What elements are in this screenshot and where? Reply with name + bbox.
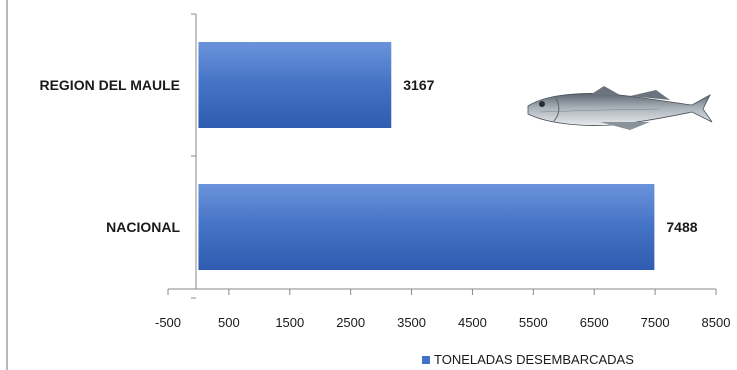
- x-tick-label: 500: [218, 315, 240, 330]
- data-label: 3167: [403, 77, 434, 93]
- category-label: REGION DEL MAULE: [39, 77, 180, 93]
- data-label: 7488: [666, 219, 697, 235]
- bar: [198, 42, 392, 128]
- x-tick-label: 3500: [397, 315, 426, 330]
- x-tick-label: 4500: [458, 315, 487, 330]
- x-tick-label: -500: [155, 315, 181, 330]
- category-label: NACIONAL: [106, 219, 180, 235]
- x-tick-label: 5500: [519, 315, 548, 330]
- x-tick-label: 7500: [641, 315, 670, 330]
- labels-layer: REGION DEL MAULE 3167 NACIONAL 7488: [39, 77, 697, 235]
- x-tick-label: 8500: [702, 315, 731, 330]
- legend-label: TONELADAS DESEMBARCADAS: [434, 352, 634, 367]
- legend: TONELADAS DESEMBARCADAS: [422, 352, 634, 367]
- fish-illustration: [527, 86, 713, 130]
- x-tick-label: 1500: [275, 315, 304, 330]
- bar: [198, 184, 655, 270]
- bars-layer: [198, 42, 655, 270]
- x-tick-label: 2500: [336, 315, 365, 330]
- x-tick-label: 6500: [580, 315, 609, 330]
- frame-border: [6, 0, 8, 370]
- legend-swatch: [422, 355, 430, 364]
- axis-layer: -500 500 1500 2500 3500 4500 5500 6500 7500 8500: [155, 13, 731, 330]
